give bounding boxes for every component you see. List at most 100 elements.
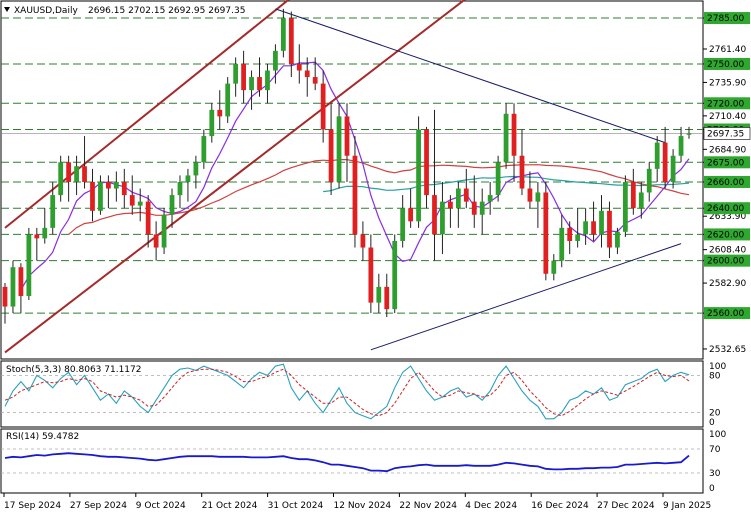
lower-channel-line — [4, 0, 466, 354]
level-price-tag-label: 2675.00 — [707, 158, 744, 168]
candle-body — [26, 234, 32, 297]
candle-body — [511, 113, 517, 156]
candle-body — [376, 286, 382, 303]
candle-body — [622, 181, 628, 232]
candle-body — [2, 286, 8, 307]
candle-body — [98, 181, 103, 211]
candle-body — [344, 116, 350, 156]
price-axis-label: 2582.90 — [709, 279, 746, 289]
candle-body — [336, 116, 342, 182]
candle-body — [82, 166, 87, 182]
candle-body — [615, 231, 620, 248]
candle-body — [185, 175, 191, 182]
candle-body — [10, 267, 16, 307]
candle-body — [424, 129, 429, 196]
rsi-panel: 100 70 30 0 — [1, 430, 726, 494]
level-price-tag-label: 2560.00 — [707, 309, 744, 319]
level-price-tag-label: 2640.00 — [707, 204, 744, 214]
candle-body — [527, 188, 533, 202]
time-axis-label: 21 Oct 2024 — [202, 501, 258, 511]
level-price-tag-label: 2720.00 — [707, 99, 744, 109]
candle-body — [599, 210, 604, 235]
candle-body — [638, 192, 644, 209]
candle-body — [368, 247, 374, 303]
time-axis-label: 31 Oct 2024 — [268, 501, 324, 511]
level-price-tag — [704, 202, 750, 215]
stoch-axis-label: 80 — [709, 371, 721, 381]
collapse-triangle-icon[interactable] — [4, 7, 10, 12]
level-price-tag — [704, 12, 750, 25]
sma-slow-line — [323, 175, 690, 193]
time-axis-label: 16 Dec 2024 — [531, 501, 589, 511]
candle-body — [169, 195, 175, 215]
candle-body — [432, 195, 437, 235]
candle-body — [106, 181, 111, 189]
candle-body — [129, 195, 135, 206]
candle-body — [384, 286, 390, 310]
candle-body — [535, 192, 541, 202]
candle-body — [312, 77, 318, 84]
candle-body — [233, 63, 239, 84]
candle-body — [455, 188, 461, 209]
price-axis-label: 2684.90 — [709, 145, 746, 155]
time-axis-label: 27 Sep 2024 — [70, 501, 127, 511]
price-axis-label: 2608.40 — [709, 246, 746, 256]
level-price-tag-label: 2660.00 — [707, 178, 744, 188]
price-axis-label: 2532.65 — [709, 345, 746, 355]
level-price-tag — [704, 175, 750, 188]
candle-body — [90, 181, 95, 211]
candle-body — [265, 70, 270, 91]
time-axis-label: 12 Nov 2024 — [334, 501, 392, 511]
candle-body — [304, 70, 310, 78]
candle-body — [352, 155, 358, 235]
rsi-axis-label: 100 — [709, 430, 726, 440]
candle-body — [686, 133, 692, 135]
chart-ohlc-readout: 2696.15 2702.15 2692.95 2697.35 — [88, 6, 245, 16]
level-price-tag-label: 2620.00 — [707, 230, 744, 240]
rsi-plot-frame — [0, 428, 704, 494]
candle-body — [591, 221, 596, 235]
candle-body — [471, 201, 477, 215]
candle-body — [567, 227, 573, 241]
candle-body — [177, 181, 183, 196]
current-price-tag — [703, 127, 751, 140]
candle-body — [408, 208, 414, 222]
candle-body — [153, 234, 159, 248]
stoch-axis-label: 20 — [709, 409, 721, 419]
level-price-tag-label: 2750.00 — [707, 60, 744, 70]
candle-body — [18, 267, 24, 297]
candle-body — [74, 166, 79, 182]
stoch-axis-label: 100 — [709, 362, 726, 372]
candle-body — [121, 181, 127, 196]
time-axis-label: 17 Sep 2024 — [4, 501, 61, 511]
candle-body — [145, 201, 151, 235]
candle-body — [463, 188, 469, 202]
stoch-plot-frame — [0, 360, 704, 428]
level-price-tag — [704, 254, 750, 267]
candle-body — [328, 129, 334, 182]
candle-body — [440, 201, 445, 235]
candle-body — [34, 234, 40, 239]
level-price-tag — [704, 228, 750, 241]
ascending-trendline — [370, 243, 682, 351]
stoch-title: Stoch(5,3,3) 80.8063 71.1172 — [6, 365, 141, 375]
price-axis-label: 2735.90 — [709, 78, 746, 88]
candle-body — [487, 195, 493, 202]
price-panel: 2785.00 2761.40 2750.00 2735.90 2720.00 2710.… — [1, 0, 751, 355]
stoch-axis-label: 0 — [709, 418, 715, 428]
candle-body — [448, 201, 453, 209]
time-axis: 17 Sep 2024 27 Sep 2024 9 Oct 2024 21 Oct 2… — [3, 493, 711, 511]
candle-body — [209, 109, 215, 137]
candle-body — [495, 162, 501, 196]
candle-body — [58, 162, 64, 196]
candle-body — [288, 18, 294, 64]
candle-body — [543, 192, 549, 274]
candle-body — [607, 210, 612, 248]
current-price-tag-label: 2697.35 — [707, 129, 744, 139]
price-axis-label: 2633.90 — [709, 212, 746, 222]
candle-body — [583, 221, 588, 235]
time-axis-label: 27 Dec 2024 — [597, 501, 655, 511]
candle-body — [519, 155, 525, 189]
rsi-title: RSI(14) 59.4782 — [6, 432, 79, 442]
